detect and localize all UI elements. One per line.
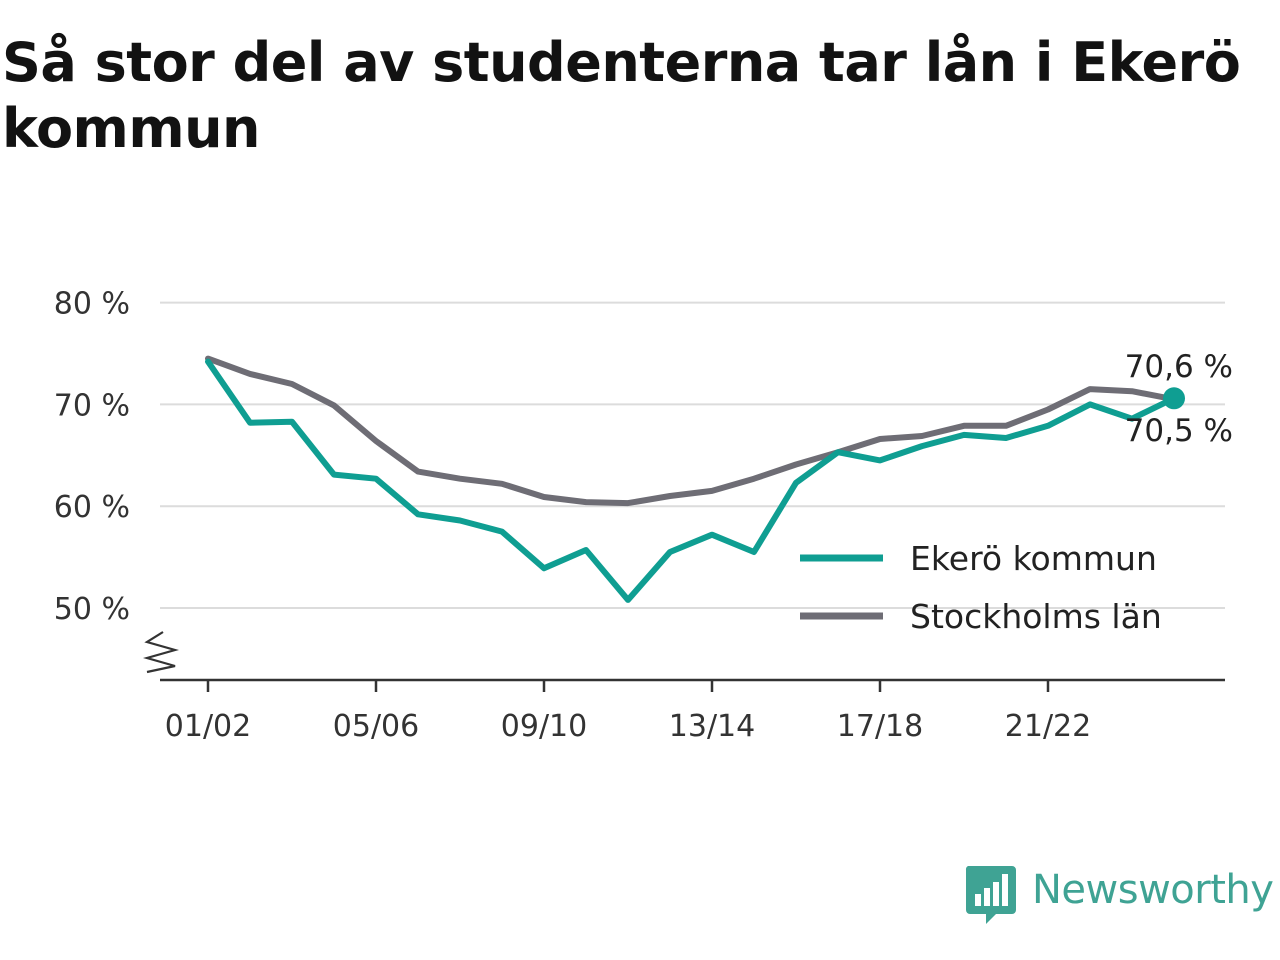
x-axis-tick-labels: 01/02 05/06 09/10 13/14 17/18 21/22 bbox=[165, 709, 1091, 744]
x-tick-label: 17/18 bbox=[837, 709, 923, 744]
legend-label: Stockholms län bbox=[910, 597, 1162, 636]
y-tick-label: 50 % bbox=[54, 592, 130, 627]
newsworthy-logo-icon bbox=[965, 866, 1016, 924]
legend-label: Ekerö kommun bbox=[910, 539, 1157, 578]
x-tick-label: 01/02 bbox=[165, 709, 251, 744]
y-axis-tick-labels: 50 % 60 % 70 % 80 % bbox=[54, 287, 130, 627]
series-line-ekero-kommun bbox=[205, 358, 1177, 603]
end-label-ekero-kommun: 70,6 % bbox=[1125, 349, 1233, 385]
chart-title: Så stor del av studenterna tar lån i Eke… bbox=[2, 31, 1241, 160]
end-label-stockholms-lan: 70,5 % bbox=[1125, 413, 1233, 449]
x-tick-label: 09/10 bbox=[501, 709, 587, 744]
series-lines bbox=[205, 355, 1177, 603]
series-line-stockholms-lan bbox=[205, 355, 1177, 507]
x-tick-label: 13/14 bbox=[669, 709, 755, 744]
legend: Ekerö kommun Stockholms län bbox=[800, 539, 1162, 636]
y-tick-label: 60 % bbox=[54, 490, 130, 525]
y-tick-label: 70 % bbox=[54, 388, 130, 423]
line-chart: 50 % 60 % 70 % 80 % 01/02 05/06 09/10 13/14 17/… bbox=[54, 287, 1233, 744]
y-tick-label: 80 % bbox=[54, 287, 130, 322]
grid-lines bbox=[160, 301, 1225, 609]
axis-break-symbol bbox=[142, 631, 180, 674]
brand-name: Newsworthy bbox=[1032, 867, 1274, 913]
axes bbox=[142, 631, 1225, 692]
endpoint-marker-ekero-kommun bbox=[1163, 387, 1185, 410]
x-tick-label: 05/06 bbox=[333, 709, 419, 744]
end-labels: 70,6 % 70,5 % bbox=[1125, 349, 1233, 449]
x-tick-label: 21/22 bbox=[1005, 709, 1091, 744]
